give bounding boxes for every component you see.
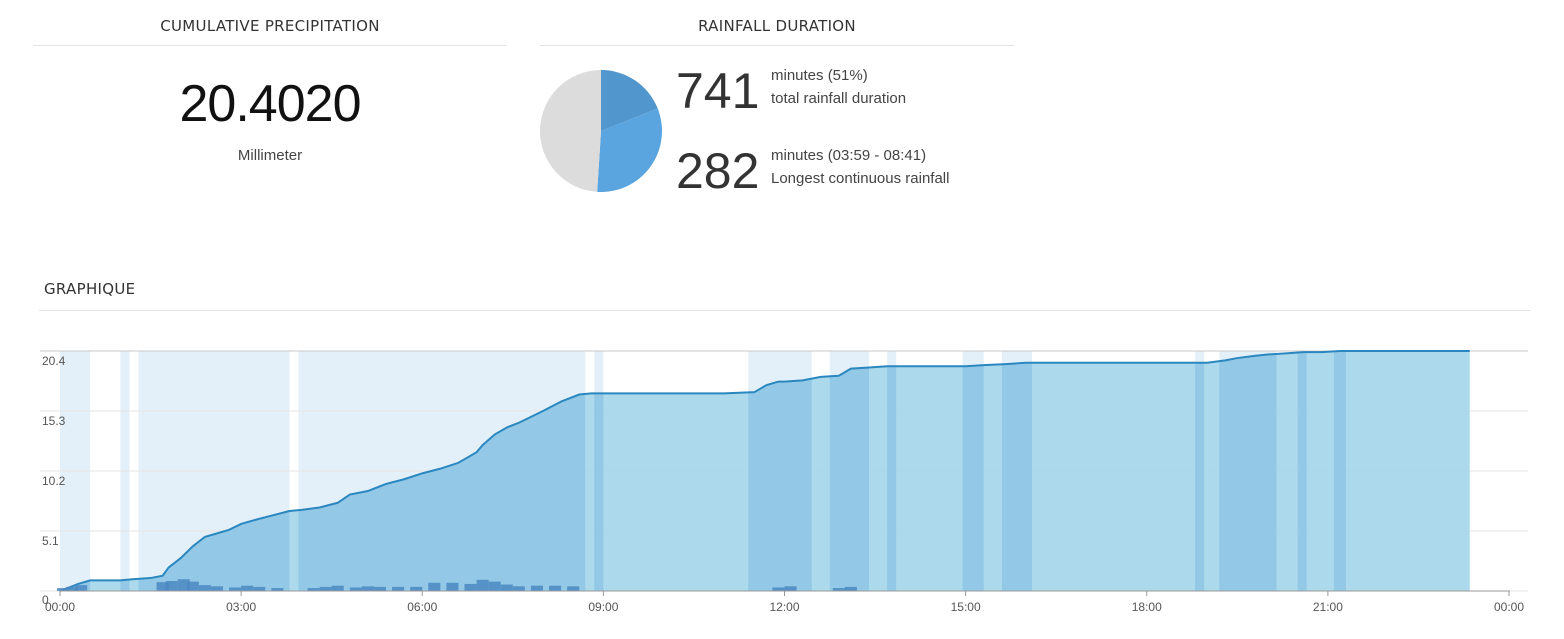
rain-bar — [530, 585, 543, 591]
rain-bar — [832, 588, 845, 591]
graph-panel: GRAPHIQUE — [39, 280, 1530, 311]
longest-rainfall-line2: Longest continuous rainfall — [771, 170, 950, 187]
rain-bar — [549, 585, 562, 591]
rain-bar — [428, 582, 441, 591]
rainfall-duration-panel: RAINFALL DURATION — [540, 17, 1014, 46]
rain-band-shade — [748, 351, 812, 591]
pie-slice-2 — [597, 108, 662, 192]
pie-slice-1 — [601, 70, 658, 131]
rain-bar — [210, 586, 224, 591]
rain-bar — [253, 586, 266, 591]
rain-bar — [772, 587, 785, 591]
x-tick-label: 18:00 — [1132, 600, 1162, 614]
rain-bar — [512, 586, 525, 591]
cumulative-precipitation-title: CUMULATIVE PRECIPITATION — [33, 17, 507, 46]
longest-rainfall-line1: minutes (03:59 - 08:41) — [771, 147, 927, 164]
cumulative-line — [59, 350, 1470, 592]
y-tick-label: 10.2 — [42, 474, 66, 488]
rain-bar — [361, 586, 374, 591]
y-tick-label: 15.3 — [42, 414, 66, 428]
rain-bar — [392, 586, 405, 591]
rain-band-shade — [1333, 351, 1346, 591]
rain-bar — [331, 585, 344, 591]
rain-bar — [66, 586, 79, 591]
rain-band-shade — [1001, 351, 1033, 591]
rain-bar — [476, 579, 489, 591]
x-tick-label: 09:00 — [588, 600, 618, 614]
rain-bar — [198, 585, 211, 591]
rain-band-shade — [1219, 351, 1277, 591]
cumulative-precipitation-value: 20.4020 — [179, 75, 362, 133]
rain-bar — [446, 582, 459, 591]
rain-bar — [156, 582, 169, 591]
rain-bar — [177, 579, 190, 591]
rainfall-duration-title: RAINFALL DURATION — [540, 17, 1014, 46]
rain-bar — [271, 588, 284, 591]
rain-band-shade — [1297, 351, 1307, 591]
total-rainfall-line2: total rainfall duration — [771, 90, 907, 107]
rain-bar — [373, 586, 387, 591]
rain-bar — [186, 581, 199, 591]
rain-band-shade — [1195, 351, 1205, 591]
rain-band-shade — [962, 351, 984, 591]
rain-bar — [844, 586, 857, 591]
y-tick-label: 20.4 — [42, 354, 66, 368]
rain-bar — [241, 585, 254, 591]
rain-bar — [567, 586, 580, 591]
x-tick-label: 12:00 — [769, 600, 799, 614]
rain-bar — [319, 586, 332, 591]
rain-bar — [56, 588, 70, 591]
rain-bar — [349, 587, 362, 591]
x-tick-label: 00:00 — [1494, 600, 1524, 614]
rain-bar — [229, 587, 242, 591]
rain-band-shade — [887, 351, 897, 591]
rainfall-duration-pie-chart — [540, 70, 662, 192]
pie-slice-3 — [540, 70, 601, 192]
y-tick-label: 0 — [42, 593, 49, 607]
rain-bar — [165, 581, 178, 591]
rain-bar — [75, 585, 88, 591]
rain-bar — [307, 588, 320, 591]
rain-bar — [464, 583, 477, 591]
total-rainfall-minutes: 741 — [676, 63, 760, 119]
graph-title: GRAPHIQUE — [39, 280, 1530, 311]
longest-rainfall-minutes: 282 — [676, 143, 760, 199]
x-tick-label: 21:00 — [1313, 600, 1343, 614]
cumulative-area — [60, 351, 1470, 591]
total-rainfall-line1: minutes (51%) — [771, 67, 868, 84]
y-tick-label: 5.1 — [42, 534, 59, 548]
rain-band-shade — [829, 351, 870, 591]
cumulative-precipitation-panel: CUMULATIVE PRECIPITATION — [33, 17, 507, 46]
x-tick-label: 15:00 — [951, 600, 981, 614]
cumulative-precipitation-unit: Millimeter — [237, 147, 303, 164]
rain-band-shade — [594, 351, 604, 591]
rain-bar — [410, 586, 423, 591]
rain-bar — [784, 586, 797, 591]
rain-bar — [500, 584, 513, 591]
x-tick-label: 00:00 — [45, 600, 75, 614]
x-tick-label: 03:00 — [226, 600, 256, 614]
rain-bar — [488, 581, 501, 591]
x-tick-label: 06:00 — [407, 600, 437, 614]
